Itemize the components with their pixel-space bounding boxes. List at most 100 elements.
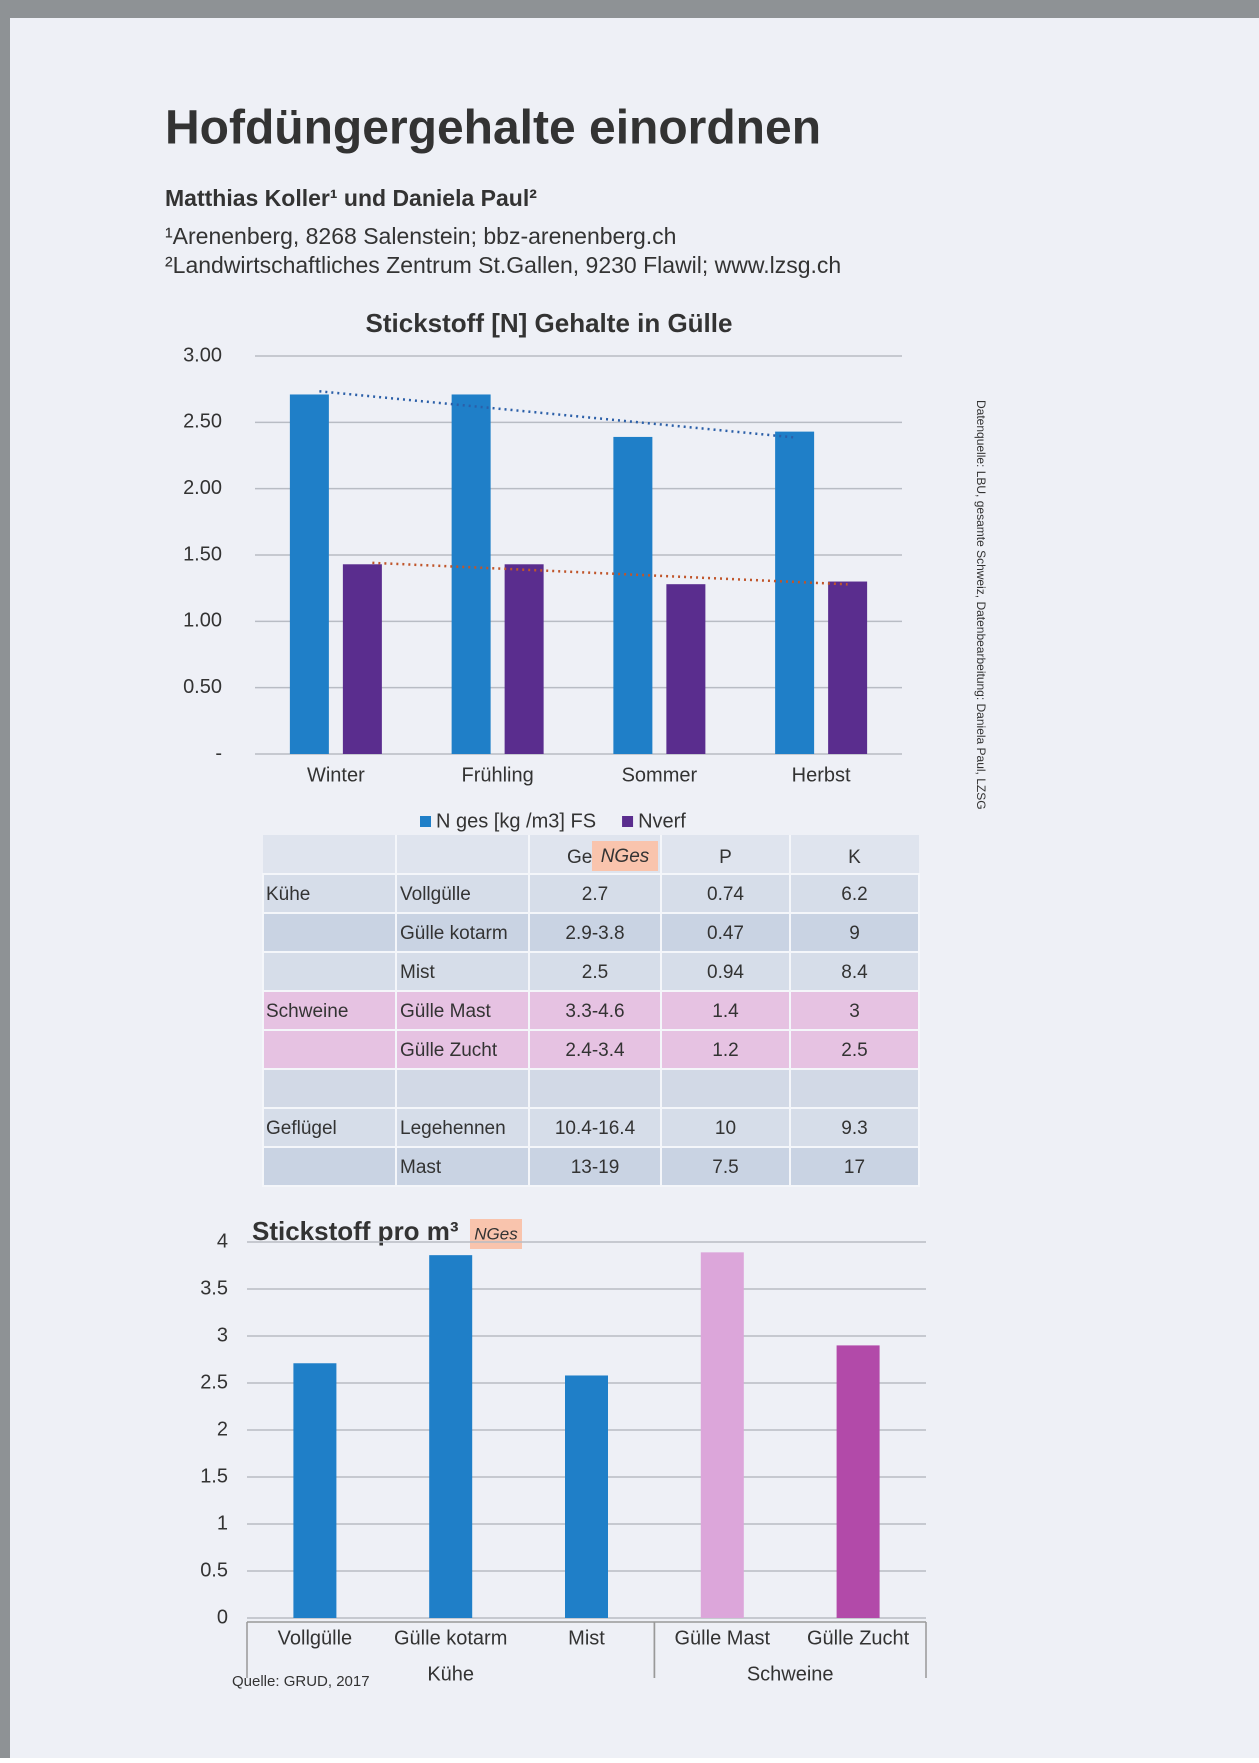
y-tick-label: - xyxy=(215,742,222,764)
bar xyxy=(342,564,382,754)
table-group: Geflügel xyxy=(266,1118,337,1139)
legend-swatch xyxy=(420,816,431,827)
trend-line xyxy=(372,561,848,586)
affiliation: ¹Arenenberg, 8268 Salenstein; bbz-arenen… xyxy=(165,223,676,249)
table-cell: 9.3 xyxy=(841,1118,867,1139)
table-cell: 8.4 xyxy=(841,962,868,983)
table-row-bg xyxy=(262,912,920,953)
sticky-note xyxy=(470,1219,522,1249)
table-row-bg xyxy=(262,990,920,1031)
table-cell: 13-19 xyxy=(571,1157,620,1178)
chart-title: Stickstoff pro m³ xyxy=(252,1216,459,1246)
bar xyxy=(666,584,706,754)
x-tick-label: Herbst xyxy=(792,764,851,786)
table-cell: Mast xyxy=(400,1157,442,1178)
y-tick-label: 0 xyxy=(217,1606,228,1628)
table-group: Kühe xyxy=(266,884,310,905)
side-note: Datenquelle: LBU, gesamte Schweiz, Daten… xyxy=(974,400,988,810)
table-cell: 17 xyxy=(844,1157,865,1178)
y-tick-label: 1.00 xyxy=(183,610,222,632)
source: Quelle: GRUD, 2017 xyxy=(232,1673,370,1690)
y-tick-label: 0.50 xyxy=(183,676,222,698)
y-tick-label: 2 xyxy=(217,1418,228,1440)
y-tick-label: 1.50 xyxy=(183,543,222,565)
table-header: P xyxy=(719,847,732,868)
table-group: Schweine xyxy=(266,1001,348,1022)
table-cell: Gülle kotarm xyxy=(400,923,508,944)
authors: Matthias Koller¹ und Daniela Paul² xyxy=(165,185,537,211)
y-tick-label: 3.00 xyxy=(183,344,222,366)
x-tick-label: Vollgülle xyxy=(278,1627,353,1649)
x-tick-label: Gülle kotarm xyxy=(394,1627,507,1649)
table-cell: 1.4 xyxy=(712,1001,739,1022)
chart-title: Stickstoff [N] Gehalte in Gülle xyxy=(366,308,733,338)
table-cell: 2.9-3.8 xyxy=(565,923,624,944)
x-tick-label: Frühling xyxy=(461,764,533,786)
y-tick-label: 1 xyxy=(217,1512,228,1534)
bar xyxy=(828,581,868,754)
x-tick-label: Gülle Zucht xyxy=(807,1627,910,1649)
x-tick-label: Gülle Mast xyxy=(675,1627,771,1649)
title: Hofdüngergehalte einordnen xyxy=(165,102,821,155)
group-label: Kühe xyxy=(427,1663,474,1685)
legend-label: Nverf xyxy=(638,810,686,832)
table-header: K xyxy=(848,847,861,868)
table-header-bg xyxy=(263,835,919,874)
sticky-note xyxy=(592,841,658,871)
sticky-note-text: NGes xyxy=(474,1224,518,1243)
table-cell: Legehennen xyxy=(400,1118,506,1139)
group-label: Schweine xyxy=(747,1663,834,1685)
bar xyxy=(289,394,329,754)
table-cell: Gülle Zucht xyxy=(400,1040,498,1061)
affiliation: ²Landwirtschaftliches Zentrum St.Gallen,… xyxy=(165,252,841,278)
table-cell: 0.47 xyxy=(707,923,744,944)
table-cell: 7.5 xyxy=(712,1157,738,1178)
y-tick-label: 0.5 xyxy=(200,1559,228,1581)
sticky-note-text: NGes xyxy=(601,846,650,867)
y-tick-label: 3 xyxy=(217,1324,228,1346)
table-row-bg xyxy=(262,951,920,992)
table-row-bg xyxy=(262,1107,920,1148)
bar xyxy=(775,431,815,754)
table-cell: 9 xyxy=(849,923,860,944)
table-cell: 2.7 xyxy=(582,884,608,905)
table-cell: 10.4-16.4 xyxy=(555,1118,636,1139)
legend-label: N ges [kg /m3] FS xyxy=(436,810,596,832)
table-cell: 2.4-3.4 xyxy=(565,1040,625,1061)
y-tick-label: 2.00 xyxy=(183,477,222,499)
table-cell: Gülle Mast xyxy=(400,1001,492,1022)
bar xyxy=(451,394,491,754)
table-cell: 3.3-4.6 xyxy=(565,1001,624,1022)
y-tick-label: 2.5 xyxy=(200,1371,228,1393)
table-row-bg xyxy=(262,1146,920,1187)
bar xyxy=(429,1255,473,1618)
y-tick-label: 2.50 xyxy=(183,411,222,433)
bar xyxy=(293,1363,337,1618)
table-cell: 2.5 xyxy=(841,1040,867,1061)
bar xyxy=(565,1375,608,1618)
table-spacer xyxy=(262,1068,920,1109)
x-tick-label: Mist xyxy=(568,1627,605,1649)
table-cell: Mist xyxy=(400,962,436,983)
legend-swatch xyxy=(622,816,634,827)
x-tick-label: Sommer xyxy=(622,764,698,786)
table-cell: 0.94 xyxy=(707,962,744,983)
table-cell: 3 xyxy=(849,1001,860,1022)
table-cell: 1.2 xyxy=(712,1040,738,1061)
table-row-bg xyxy=(262,1029,920,1070)
table-cell: Vollgülle xyxy=(400,884,471,905)
table-cell: 2.5 xyxy=(582,962,608,983)
y-tick-label: 4 xyxy=(217,1230,228,1252)
table-cell: 0.74 xyxy=(707,884,744,905)
trend-line xyxy=(319,390,795,439)
bar xyxy=(836,1345,880,1618)
table-row-bg xyxy=(262,873,920,914)
table-cell: 6.2 xyxy=(841,884,867,905)
y-tick-label: 3.5 xyxy=(200,1277,228,1299)
x-tick-label: Winter xyxy=(307,764,365,786)
table-cell: 10 xyxy=(715,1118,736,1139)
bar xyxy=(504,564,544,754)
bar xyxy=(613,436,653,754)
